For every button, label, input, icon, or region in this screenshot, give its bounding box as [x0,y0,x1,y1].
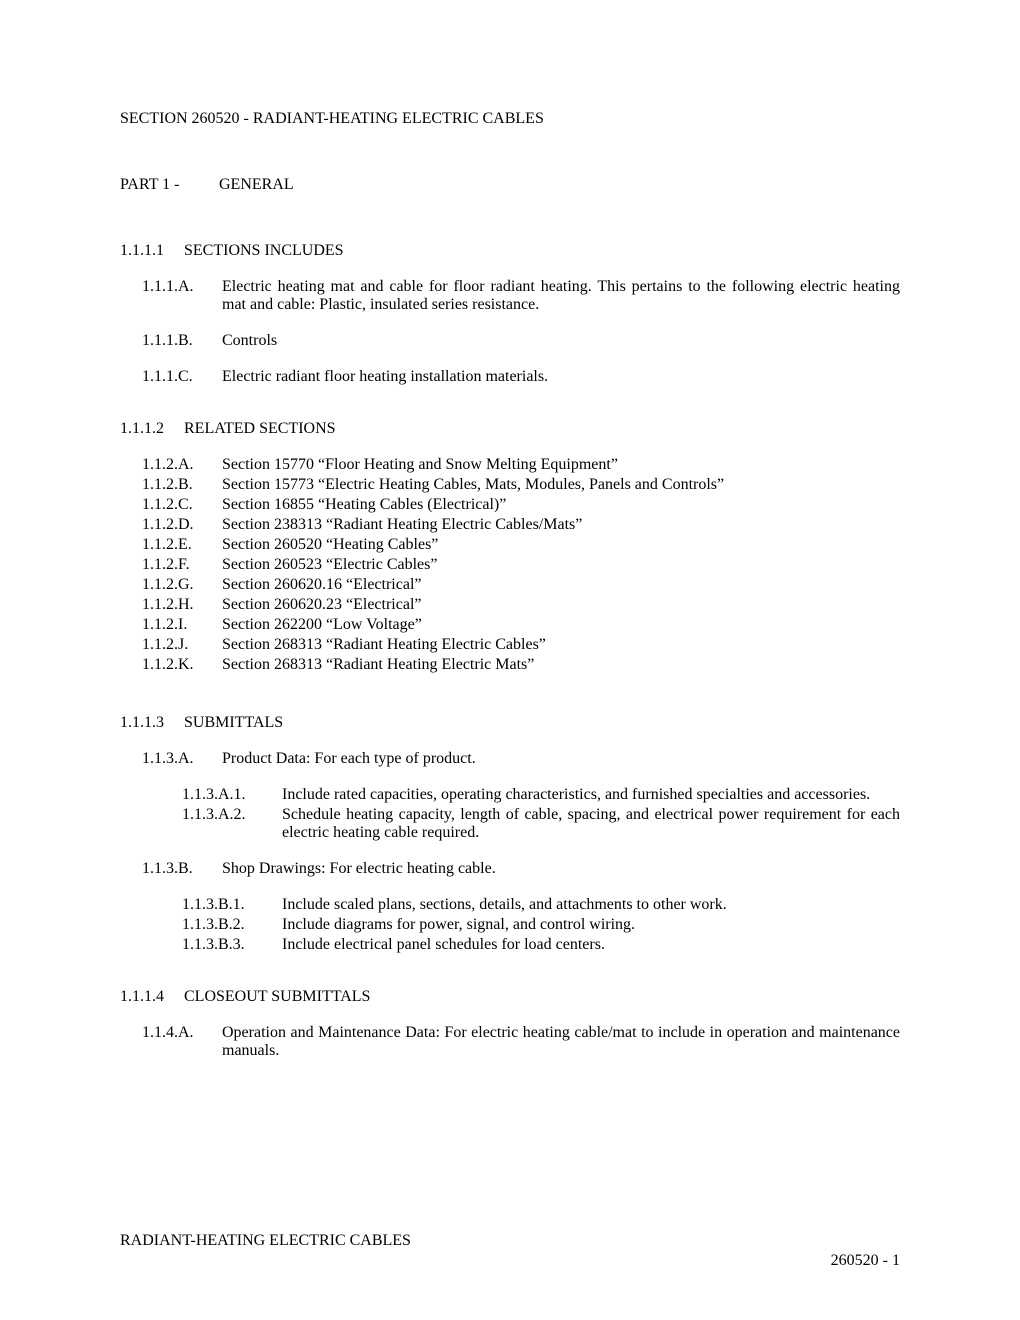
item-number: 1.1.2.H. [142,596,222,614]
heading-closeout-submittals: 1.1.1.4 CLOSEOUT SUBMITTALS [120,988,900,1006]
footer-right: 260520 - 1 [831,1252,900,1270]
list-item: 1.1.2.J.Section 268313 “Radiant Heating … [142,636,900,654]
list-item: 1.1.1.A. Electric heating mat and cable … [142,278,900,314]
heading-number: 1.1.1.3 [120,714,180,732]
item-number: 1.1.3.A. [142,750,222,768]
item-text: Product Data: For each type of product. [222,750,900,768]
heading-title: SUBMITTALS [184,714,283,731]
heading-number: 1.1.1.2 [120,420,180,438]
item-number: 1.1.2.G. [142,576,222,594]
item-text: Section 262200 “Low Voltage” [222,616,900,634]
item-number: 1.1.2.B. [142,476,222,494]
item-text: Electric heating mat and cable for floor… [222,278,900,314]
item-text: Include diagrams for power, signal, and … [282,916,900,934]
item-number: 1.1.2.J. [142,636,222,654]
item-number: 1.1.2.F. [142,556,222,574]
item-text: Operation and Maintenance Data: For elec… [222,1024,900,1060]
heading-number: 1.1.1.4 [120,988,180,1006]
item-number: 1.1.2.D. [142,516,222,534]
item-number: 1.1.2.E. [142,536,222,554]
list-item: 1.1.1.C. Electric radiant floor heating … [142,368,900,386]
item-number: 1.1.3.B.3. [182,936,282,954]
heading-submittals: 1.1.1.3 SUBMITTALS [120,714,900,732]
item-number: 1.1.2.A. [142,456,222,474]
item-text: Include electrical panel schedules for l… [282,936,900,954]
list-item: 1.1.2.E.Section 260520 “Heating Cables” [142,536,900,554]
list-item: 1.1.1.B. Controls [142,332,900,350]
part-title: GENERAL [219,176,294,193]
list-subitem: 1.1.3.B.3. Include electrical panel sche… [182,936,900,954]
list-item: 1.1.2.I.Section 262200 “Low Voltage” [142,616,900,634]
list-subitem: 1.1.3.B.1. Include scaled plans, section… [182,896,900,914]
item-text: Schedule heating capacity, length of cab… [282,806,900,842]
item-text: Section 238313 “Radiant Heating Electric… [222,516,900,534]
heading-title: RELATED SECTIONS [184,420,336,437]
list-item: 1.1.2.D.Section 238313 “Radiant Heating … [142,516,900,534]
item-text: Electric radiant floor heating installat… [222,368,900,386]
list-subitem: 1.1.3.A.1. Include rated capacities, ope… [182,786,900,804]
part-label: PART 1 - [120,176,215,194]
heading-title: CLOSEOUT SUBMITTALS [184,988,370,1005]
heading-title: SECTIONS INCLUDES [184,242,344,259]
item-text: Shop Drawings: For electric heating cabl… [222,860,900,878]
item-number: 1.1.2.I. [142,616,222,634]
item-text: Section 268313 “Radiant Heating Electric… [222,636,900,654]
item-text: Section 15770 “Floor Heating and Snow Me… [222,456,900,474]
item-text: Section 268313 “Radiant Heating Electric… [222,656,900,674]
item-text: Section 15773 “Electric Heating Cables, … [222,476,900,494]
list-item: 1.1.2.C.Section 16855 “Heating Cables (E… [142,496,900,514]
item-number: 1.1.3.B.1. [182,896,282,914]
section-title: SECTION 260520 - RADIANT-HEATING ELECTRI… [120,110,900,128]
item-number: 1.1.4.A. [142,1024,222,1060]
heading-number: 1.1.1.1 [120,242,180,260]
page-content: SECTION 260520 - RADIANT-HEATING ELECTRI… [0,0,1020,1138]
list-subitem: 1.1.3.B.2. Include diagrams for power, s… [182,916,900,934]
item-text: Section 260520 “Heating Cables” [222,536,900,554]
item-number: 1.1.1.A. [142,278,222,314]
list-item: 1.1.2.K.Section 268313 “Radiant Heating … [142,656,900,674]
list-item: 1.1.2.H.Section 260620.23 “Electrical” [142,596,900,614]
heading-related-sections: 1.1.1.2 RELATED SECTIONS [120,420,900,438]
item-number: 1.1.3.B.2. [182,916,282,934]
item-text: Controls [222,332,900,350]
item-text: Section 260620.23 “Electrical” [222,596,900,614]
list-subitem: 1.1.3.A.2. Schedule heating capacity, le… [182,806,900,842]
item-number: 1.1.2.C. [142,496,222,514]
item-number: 1.1.2.K. [142,656,222,674]
item-text: Section 260523 “Electric Cables” [222,556,900,574]
item-text: Section 16855 “Heating Cables (Electrica… [222,496,900,514]
list-item: 1.1.2.G.Section 260620.16 “Electrical” [142,576,900,594]
part-heading: PART 1 - GENERAL [120,176,900,194]
list-item: 1.1.2.F.Section 260523 “Electric Cables” [142,556,900,574]
item-number: 1.1.3.A.1. [182,786,282,804]
item-text: Include scaled plans, sections, details,… [282,896,900,914]
item-number: 1.1.1.C. [142,368,222,386]
heading-sections-includes: 1.1.1.1 SECTIONS INCLUDES [120,242,900,260]
list-item: 1.1.4.A. Operation and Maintenance Data:… [142,1024,900,1060]
item-number: 1.1.1.B. [142,332,222,350]
item-text: Include rated capacities, operating char… [282,786,900,804]
list-item: 1.1.2.A.Section 15770 “Floor Heating and… [142,456,900,474]
item-text: Section 260620.16 “Electrical” [222,576,900,594]
list-item: 1.1.3.B. Shop Drawings: For electric hea… [142,860,900,878]
list-item: 1.1.3.A. Product Data: For each type of … [142,750,900,768]
list-item: 1.1.2.B.Section 15773 “Electric Heating … [142,476,900,494]
item-number: 1.1.3.A.2. [182,806,282,842]
footer-left: RADIANT-HEATING ELECTRIC CABLES [120,1232,411,1250]
item-number: 1.1.3.B. [142,860,222,878]
